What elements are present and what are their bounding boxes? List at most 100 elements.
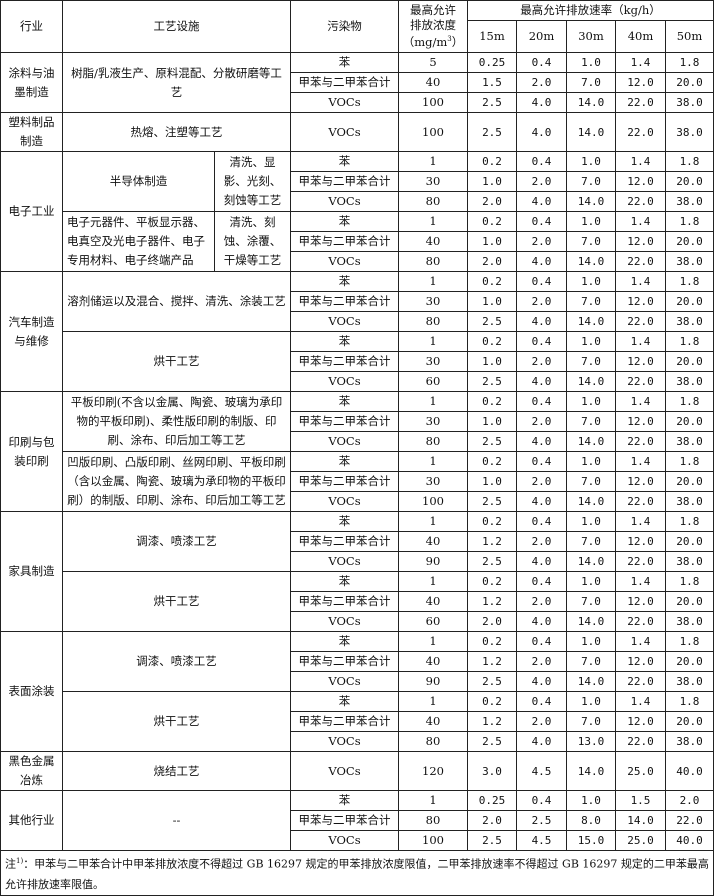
pollutant-cell: VOCs bbox=[290, 431, 399, 452]
rate-cell: 4.0 bbox=[516, 311, 567, 332]
concentration-cell: 60 bbox=[398, 611, 468, 632]
table-row: 甲苯与二甲苯合计 80 2.0 2.5 8.0 14.0 22.0 bbox=[1, 810, 714, 831]
rate-cell: 0.4 bbox=[516, 271, 567, 292]
rate-cell: 1.4 bbox=[615, 631, 666, 652]
rate-cell: 38.0 bbox=[665, 671, 714, 692]
pollutant-cell: 甲苯与二甲苯合计 bbox=[290, 531, 399, 552]
table-row: 涂料与油墨制造 树脂/乳液生产、原料混配、分散研磨等工艺苯 5 0.25 0.4 1.0 1… bbox=[0, 52, 714, 113]
pollutant-cell: VOCs bbox=[290, 371, 399, 392]
rate-cell: 1.0 bbox=[566, 271, 616, 292]
rate-cell: 2.0 bbox=[516, 171, 567, 192]
rate-cell: 1.4 bbox=[615, 451, 666, 472]
rate-cell: 1.8 bbox=[665, 391, 714, 412]
rate-cell: 14.0 bbox=[566, 371, 616, 392]
rate-cell: 22.0 bbox=[615, 191, 666, 212]
rate-cell: 2.5 bbox=[467, 371, 517, 392]
table-row: VOCs 100 2.5 4.0 14.0 22.0 38.0 bbox=[1, 92, 714, 113]
rate-cell: 22.0 bbox=[615, 671, 666, 692]
table-row: 甲苯与二甲苯合计 40 1.2 2.0 7.0 12.0 20.0 bbox=[1, 711, 714, 732]
rate-cell: 0.4 bbox=[516, 691, 567, 712]
rate-cell: 7.0 bbox=[566, 711, 616, 732]
rate-cell: 22.0 bbox=[665, 810, 714, 831]
industry-cell: 电子工业 bbox=[0, 151, 63, 272]
rate-cell: 1.8 bbox=[665, 691, 714, 712]
rate-cell: 2.5 bbox=[467, 112, 517, 152]
rate-cell: 1.8 bbox=[665, 331, 714, 352]
rate-cell: 38.0 bbox=[665, 731, 714, 752]
rate-cell: 22.0 bbox=[615, 251, 666, 272]
rate-cell: 0.2 bbox=[467, 211, 517, 232]
rate-cell: 1.5 bbox=[467, 72, 517, 93]
rate-cell: 1.8 bbox=[665, 511, 714, 532]
rate-cell: 0.2 bbox=[467, 691, 517, 712]
pollutant-cell: VOCs bbox=[290, 311, 399, 332]
rate-cell: 1.0 bbox=[467, 471, 517, 492]
rate-cell: 4.0 bbox=[516, 371, 567, 392]
rate-cell: 1.0 bbox=[467, 291, 517, 312]
rate-cell: 22.0 bbox=[615, 611, 666, 632]
rate-cell: 1.5 bbox=[615, 790, 666, 811]
rate-cell: 4.0 bbox=[516, 431, 567, 452]
rate-cell: 1.0 bbox=[566, 511, 616, 532]
industry-cell: 塑料制品制造 bbox=[0, 112, 63, 152]
rate-cell: 0.4 bbox=[516, 211, 567, 232]
process-cell: 溶剂储运以及混合、搅拌、清洗、涂装工艺 bbox=[62, 271, 291, 332]
rate-cell: 1.8 bbox=[665, 151, 714, 172]
rate-cell: 7.0 bbox=[566, 411, 616, 432]
table-row: 塑料制品制造 热熔、注塑等工艺 VOCs 100 2.5 4.0 14.0 22.0 38.0 bbox=[0, 112, 714, 152]
industry-cell: 家具制造 bbox=[0, 511, 63, 632]
rate-cell: 1.0 bbox=[566, 151, 616, 172]
rate-cell: 2.0 bbox=[516, 531, 567, 552]
rate-cell: 2.0 bbox=[467, 611, 517, 632]
pollutant-cell: 苯 bbox=[290, 790, 399, 811]
concentration-cell: 1 bbox=[398, 211, 468, 232]
rate-cell: 7.0 bbox=[566, 291, 616, 312]
concentration-cell: 40 bbox=[398, 531, 468, 552]
rate-cell: 25.0 bbox=[615, 830, 666, 851]
concentration-cell: 100 bbox=[398, 491, 468, 512]
rate-cell: 0.25 bbox=[467, 790, 517, 811]
rate-cell: 1.4 bbox=[615, 211, 666, 232]
process-sub-cell: 清洗、刻蚀、涂覆、干燥等工艺 bbox=[214, 211, 291, 272]
concentration-cell: 120 bbox=[398, 751, 468, 791]
concentration-cell: 30 bbox=[398, 351, 468, 372]
table-row: VOCs 100 2.5 4.0 14.0 22.0 38.0 bbox=[1, 491, 714, 512]
rate-cell: 0.4 bbox=[516, 511, 567, 532]
rate-cell: 1.4 bbox=[615, 691, 666, 712]
table-row: 甲苯与二甲苯合计 40 1.2 2.0 7.0 12.0 20.0 bbox=[1, 591, 714, 612]
industry-cell: 汽车制造与维修 bbox=[0, 271, 63, 392]
table-row: 电子工业 半导体制造 清洗、显影、光刻、刻蚀等工艺苯 1 0.2 0.4 1.0 1.4 1.8 bbox=[0, 151, 714, 272]
rate-cell: 20.0 bbox=[665, 231, 714, 252]
rate-cell: 1.0 bbox=[566, 571, 616, 592]
rate-cell: 8.0 bbox=[566, 810, 616, 831]
process-cell: 烘干工艺 bbox=[62, 331, 291, 392]
rate-cell: 22.0 bbox=[615, 431, 666, 452]
rate-cell: 1.2 bbox=[467, 651, 517, 672]
concentration-cell: 5 bbox=[398, 52, 468, 73]
rate-cell: 7.0 bbox=[566, 171, 616, 192]
rate-cell: 4.0 bbox=[516, 112, 567, 152]
rate-cell: 1.8 bbox=[665, 52, 714, 73]
concentration-cell: 30 bbox=[398, 411, 468, 432]
concentration-cell: 40 bbox=[398, 651, 468, 672]
rate-cell: 4.0 bbox=[516, 92, 567, 113]
concentration-cell: 30 bbox=[398, 291, 468, 312]
rate-cell: 2.0 bbox=[516, 231, 567, 252]
header-process: 工艺设施 bbox=[62, 0, 291, 53]
rate-cell: 22.0 bbox=[615, 551, 666, 572]
header-conc-line2: 排放浓度 bbox=[410, 17, 456, 32]
rate-cell: 14.0 bbox=[566, 611, 616, 632]
table-row: 黑色金属冶炼 烧结工艺 VOCs 120 3.0 4.5 14.0 25.0 40.0 bbox=[0, 751, 714, 791]
rate-cell: 1.0 bbox=[467, 351, 517, 372]
pollutant-cell: 苯 bbox=[290, 271, 399, 292]
rate-cell: 1.4 bbox=[615, 331, 666, 352]
concentration-cell: 1 bbox=[398, 631, 468, 652]
rate-cell: 2.0 bbox=[516, 351, 567, 372]
rate-cell: 1.4 bbox=[615, 52, 666, 73]
rate-cell: 12.0 bbox=[615, 291, 666, 312]
rate-cell: 1.2 bbox=[467, 531, 517, 552]
header-height-20m: 20m bbox=[516, 20, 567, 53]
concentration-cell: 80 bbox=[398, 251, 468, 272]
table-row: 印刷与包装印刷 平板印刷(不含以金属、陶瓷、玻璃为承印物的平板印刷)、柔性版印刷的… bbox=[0, 391, 714, 512]
rate-cell: 0.2 bbox=[467, 451, 517, 472]
